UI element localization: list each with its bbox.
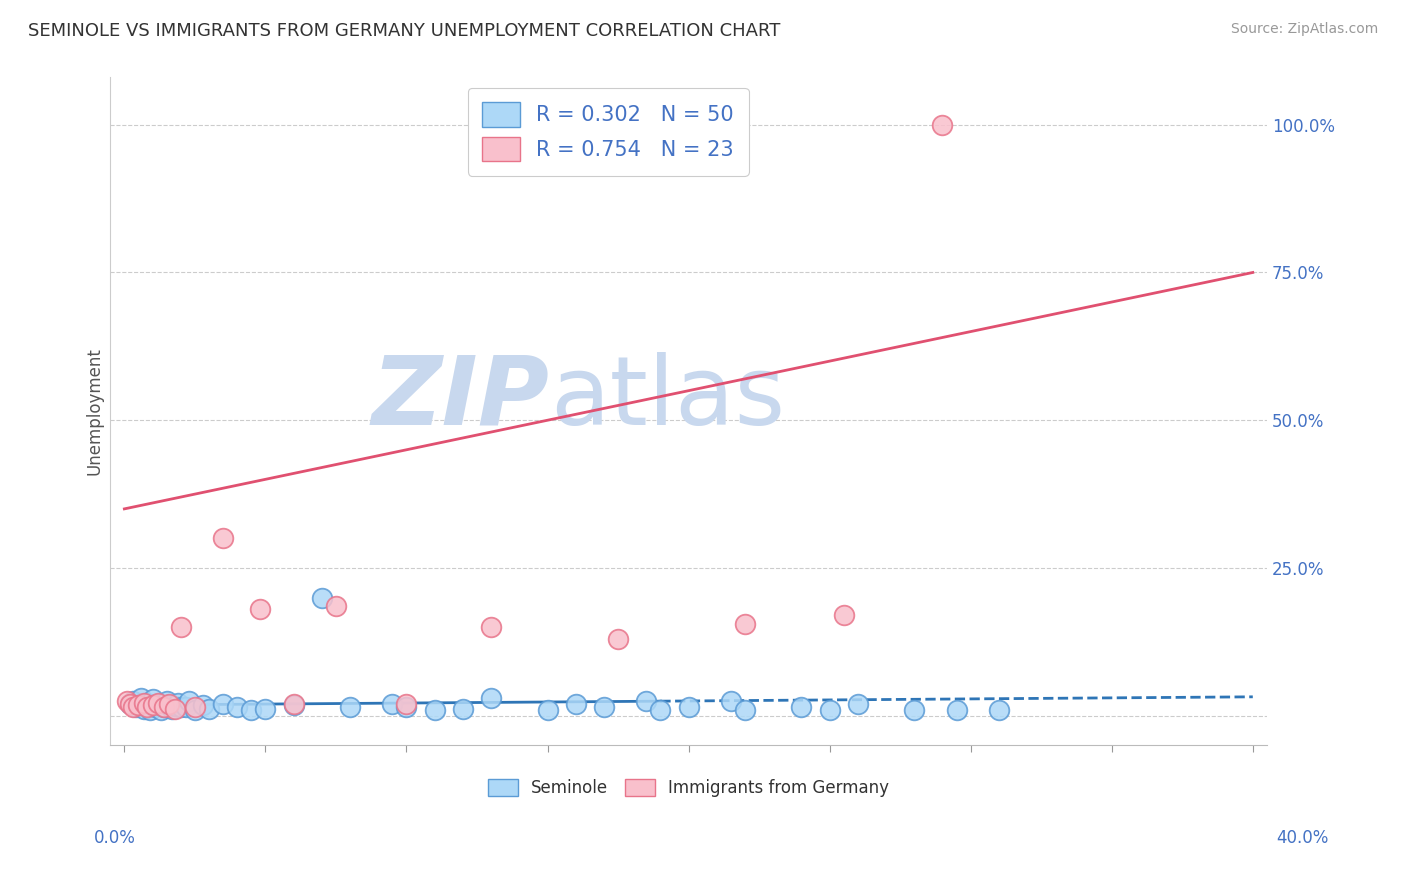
Text: ZIP: ZIP (373, 351, 550, 444)
Point (720, 694, 742, 708)
Legend: Seminole, Immigrants from Germany: Seminole, Immigrants from Germany (481, 772, 896, 804)
Point (395, 699, 418, 714)
Point (945, 703, 967, 717)
Point (142, 698, 165, 712)
Point (818, 703, 841, 717)
Point (451, 701, 474, 715)
Point (734, 703, 756, 717)
Point (283, 697, 305, 711)
Point (162, 701, 184, 715)
Text: 40.0%: 40.0% (1277, 829, 1329, 847)
Point (593, 699, 616, 714)
Point (564, 697, 586, 711)
Text: 0.0%: 0.0% (94, 829, 136, 847)
Point (179, 694, 201, 708)
Point (339, 699, 361, 714)
Point (135, 699, 157, 714)
Point (165, 701, 187, 715)
Point (148, 696, 170, 710)
Point (987, 703, 1010, 717)
Point (129, 691, 152, 706)
Point (159, 697, 181, 711)
Point (156, 694, 179, 708)
Point (139, 703, 162, 717)
Point (283, 698, 305, 712)
Point (212, 697, 235, 711)
Point (159, 698, 181, 712)
Point (832, 608, 855, 623)
Point (132, 696, 155, 710)
Point (249, 602, 271, 616)
Point (170, 620, 193, 634)
Point (118, 697, 141, 711)
Point (153, 699, 176, 714)
Point (170, 699, 193, 714)
Point (135, 696, 157, 710)
Point (124, 699, 146, 714)
Point (423, 703, 446, 717)
Point (184, 703, 207, 717)
Point (121, 694, 143, 708)
Point (846, 697, 869, 711)
Text: SEMINOLE VS IMMIGRANTS FROM GERMANY UNEMPLOYMENT CORRELATION CHART: SEMINOLE VS IMMIGRANTS FROM GERMANY UNEM… (28, 22, 780, 40)
Point (678, 699, 700, 714)
Text: Source: ZipAtlas.com: Source: ZipAtlas.com (1230, 22, 1378, 37)
Point (127, 698, 149, 712)
Point (395, 697, 418, 711)
Point (184, 699, 207, 714)
Point (127, 698, 149, 712)
Y-axis label: Unemployment: Unemployment (86, 347, 103, 475)
Point (132, 701, 155, 715)
Point (118, 697, 141, 711)
Point (142, 692, 165, 706)
Point (121, 699, 143, 714)
Point (536, 703, 558, 717)
Point (931, 118, 953, 132)
Point (607, 632, 630, 646)
Point (176, 699, 198, 714)
Point (165, 699, 187, 714)
Point (226, 699, 249, 714)
Point (636, 694, 658, 708)
Point (150, 703, 173, 717)
Point (479, 620, 502, 634)
Point (790, 699, 813, 714)
Point (167, 696, 190, 710)
Point (254, 701, 277, 715)
Point (311, 591, 333, 605)
Point (115, 694, 138, 708)
Point (240, 703, 263, 717)
Point (148, 697, 170, 711)
Point (198, 701, 221, 715)
Point (903, 703, 925, 717)
Point (145, 699, 167, 714)
Point (479, 691, 502, 706)
Point (734, 617, 756, 632)
Point (212, 532, 235, 546)
Point (325, 599, 347, 614)
Point (193, 698, 215, 712)
Point (650, 703, 672, 717)
Point (153, 699, 176, 714)
Point (381, 697, 404, 711)
Text: atlas: atlas (550, 351, 785, 444)
